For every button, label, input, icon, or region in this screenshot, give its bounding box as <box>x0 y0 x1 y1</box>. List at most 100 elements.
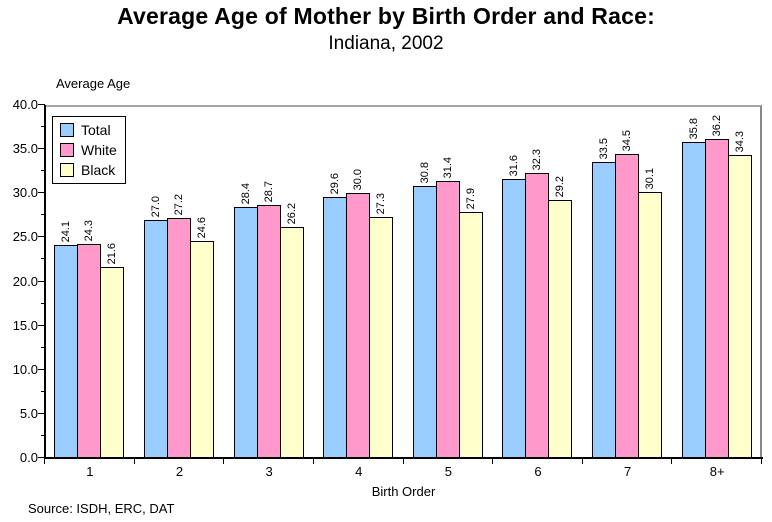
y-tick-label: 40.0 <box>12 97 38 112</box>
x-category-label: 1 <box>86 464 94 479</box>
y-tick-label: 5.0 <box>19 405 38 421</box>
bar <box>592 162 616 458</box>
bar-value-label-wrap: 30.0 <box>346 169 370 190</box>
bar <box>323 197 347 458</box>
x-tick <box>133 458 135 464</box>
y-tick <box>38 192 45 194</box>
bar-value-label: 36.2 <box>711 114 723 136</box>
bar-value-label: 33.5 <box>598 137 610 159</box>
bar-value-label: 29.2 <box>554 175 566 197</box>
bar <box>257 205 281 458</box>
x-tick <box>44 458 45 464</box>
bar-value-label: 28.4 <box>240 182 252 204</box>
bar-value-label-wrap: 36.2 <box>705 115 729 136</box>
bar-value-label: 30.8 <box>419 161 431 183</box>
y-minor-tick <box>41 302 45 304</box>
x-category-label: 4 <box>355 464 363 479</box>
x-category-label: 2 <box>175 464 184 479</box>
bar-value-label-wrap: 28.4 <box>234 183 258 204</box>
legend-item: White <box>60 143 117 157</box>
bar-value-label: 31.6 <box>508 154 520 176</box>
x-category-label: 7 <box>623 464 632 479</box>
y-tick-label: 15.0 <box>12 317 38 333</box>
bar <box>682 142 706 458</box>
x-tick <box>492 458 494 464</box>
bar-value-label: 27.9 <box>465 187 477 209</box>
bar-value-label: 28.7 <box>263 180 275 202</box>
y-minor-tick <box>41 258 45 260</box>
bar <box>525 173 549 458</box>
y-tick-label: 10.0 <box>12 361 38 377</box>
bar-value-label: 32.3 <box>531 148 543 170</box>
bar <box>413 186 437 458</box>
bar-value-label-wrap: 27.0 <box>144 196 168 217</box>
x-axis-title: Birth Order <box>371 484 436 499</box>
bar-value-label: 21.6 <box>106 242 118 264</box>
legend-swatch-icon <box>60 123 74 137</box>
legend-label: Black <box>81 162 116 178</box>
bar-value-label: 34.3 <box>734 130 746 152</box>
y-tick <box>38 148 45 150</box>
y-tick-label: 35.0 <box>12 141 38 157</box>
y-tick <box>38 368 45 370</box>
bar-value-label-wrap: 31.6 <box>502 155 526 176</box>
x-category-label: 3 <box>265 464 273 479</box>
y-tick-label: 20.0 <box>12 273 38 289</box>
bar-value-label-wrap: 30.1 <box>638 168 662 189</box>
y-minor-tick <box>41 346 45 348</box>
bar <box>638 192 662 458</box>
y-minor-tick <box>41 170 45 172</box>
legend: Total White Black <box>52 116 126 184</box>
bar-value-label-wrap: 27.9 <box>459 188 483 209</box>
bar-value-label-wrap: 33.5 <box>592 138 616 159</box>
bar <box>167 218 191 458</box>
bar-value-label-wrap: 34.3 <box>728 131 752 152</box>
bar-value-label-wrap: 28.7 <box>257 181 281 202</box>
bar <box>100 267 124 458</box>
bar-value-label: 24.6 <box>196 216 208 238</box>
bar-value-label: 27.2 <box>173 193 185 215</box>
x-tick <box>761 458 762 464</box>
bar <box>280 227 304 458</box>
bar <box>190 241 214 458</box>
bar-value-label-wrap: 29.2 <box>548 176 572 197</box>
y-minor-tick <box>41 390 45 392</box>
y-tick-label: 0.0 <box>19 450 38 465</box>
legend-swatch-icon <box>60 143 74 157</box>
bar <box>615 154 639 458</box>
chart-subtitle: Indiana, 2002 <box>328 33 444 54</box>
bar <box>705 139 729 458</box>
x-tick <box>581 458 583 464</box>
bar-value-label-wrap: 24.6 <box>190 217 214 238</box>
bar-value-label-wrap: 32.3 <box>525 149 549 170</box>
y-minor-tick <box>41 214 45 216</box>
y-axis-title: Average Age <box>56 76 131 91</box>
x-tick <box>402 458 404 464</box>
bar-value-label-wrap: 24.3 <box>77 220 101 241</box>
legend-item: Black <box>60 163 117 177</box>
bar <box>144 220 168 458</box>
y-minor-tick <box>41 434 45 436</box>
bar <box>54 245 78 458</box>
x-category-label: 8+ <box>709 464 725 479</box>
y-tick-label: 25.0 <box>12 229 38 245</box>
x-category-label: 5 <box>444 464 452 479</box>
bar-value-label-wrap: 27.2 <box>167 194 191 215</box>
legend-item: Total <box>60 123 117 137</box>
source-note: Source: ISDH, ERC, DAT <box>28 501 175 516</box>
bar <box>548 200 572 458</box>
bar-value-label-wrap: 24.1 <box>54 221 78 242</box>
legend-label: Total <box>81 122 111 138</box>
bar-value-label-wrap: 31.4 <box>436 157 460 178</box>
bar-value-label: 27.3 <box>375 192 387 214</box>
y-tick <box>38 457 45 458</box>
bar <box>502 179 526 458</box>
bar-value-label-wrap: 21.6 <box>100 243 124 264</box>
y-minor-tick <box>41 126 45 128</box>
bar <box>234 207 258 458</box>
y-tick <box>38 324 45 326</box>
x-tick <box>223 458 225 464</box>
bar <box>728 155 752 458</box>
y-tick <box>38 280 45 282</box>
y-tick-label: 30.0 <box>12 185 38 201</box>
